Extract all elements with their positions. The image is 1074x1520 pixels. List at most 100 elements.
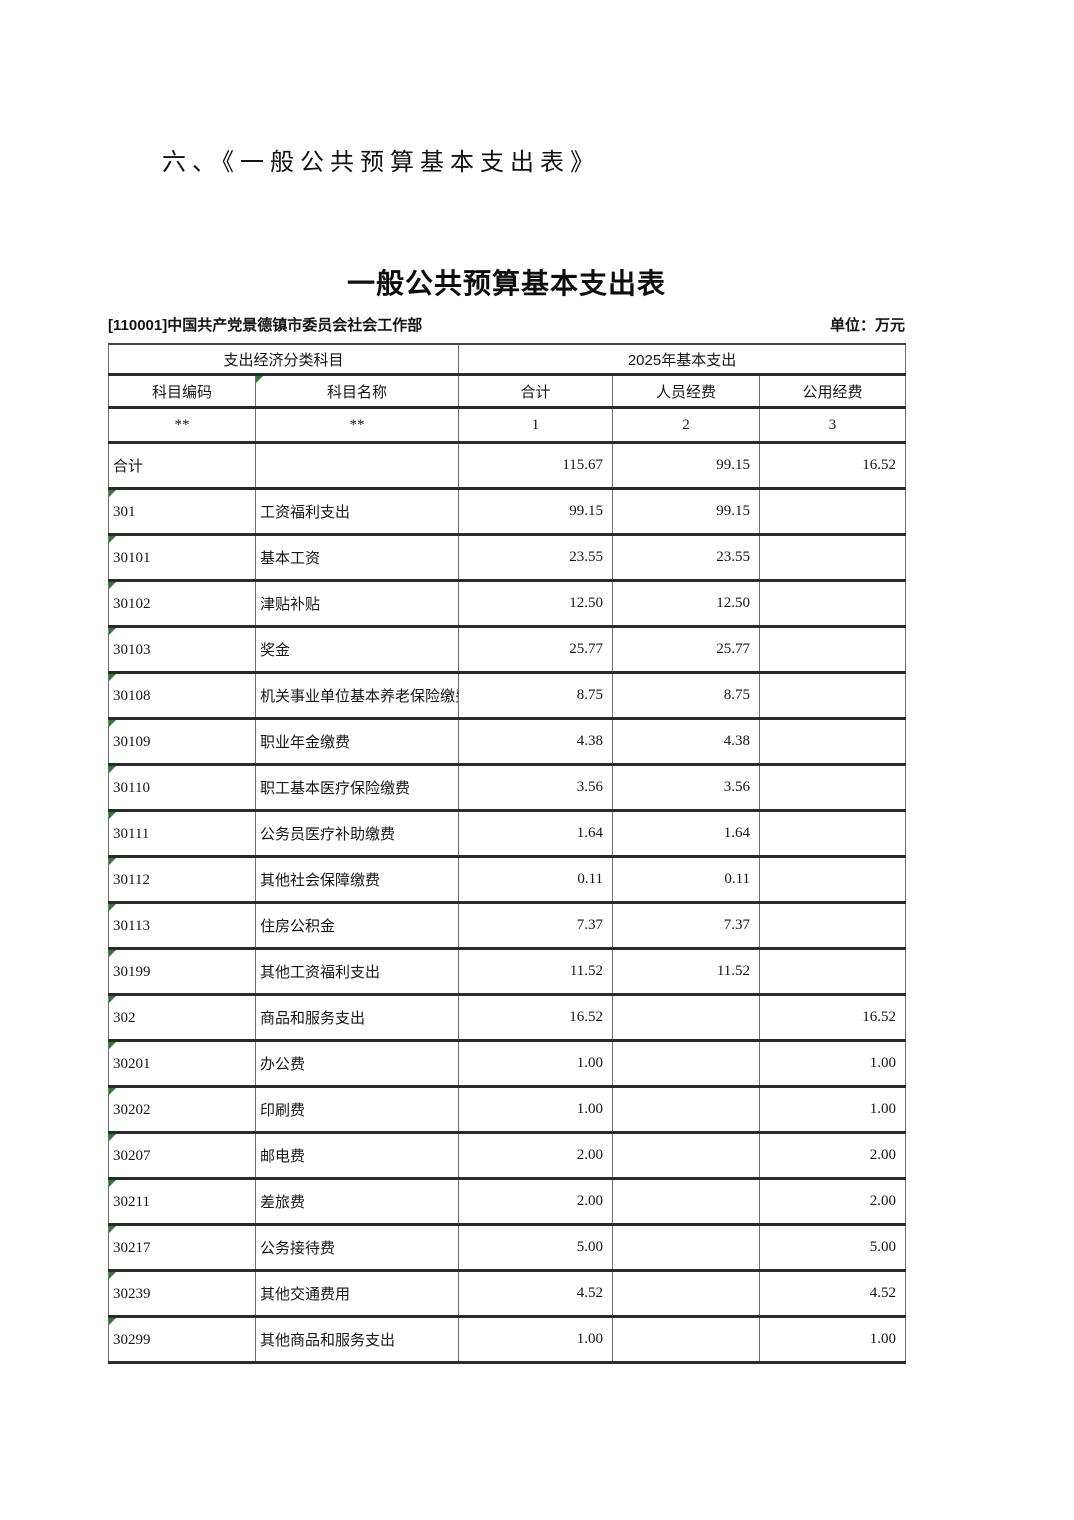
cell-subject-name: 商品和服务支出 xyxy=(254,993,460,1042)
cell-public-funds: 2.00 xyxy=(759,1131,907,1180)
cell-subject-code: 301 xyxy=(108,487,256,536)
cell-public-funds xyxy=(759,533,907,582)
cell-subject-name: 其他工资福利支出 xyxy=(254,947,460,996)
cell-personnel-funds: 99.15 xyxy=(612,487,761,536)
header-total: 合计 xyxy=(458,373,614,409)
corner-marker-icon xyxy=(109,629,116,635)
header-personnel-funds: 人员经费 xyxy=(612,373,761,409)
header-group-row: 支出经济分类科目 2025年基本支出 xyxy=(107,343,907,376)
cell-public-funds: 16.52 xyxy=(759,993,907,1042)
cell-public-funds: 5.00 xyxy=(759,1223,907,1272)
cell-subject-code: 30111 xyxy=(108,809,256,858)
cell-total: 1.00 xyxy=(458,1039,614,1088)
corner-marker-icon xyxy=(109,1319,116,1325)
cell-public-funds xyxy=(759,901,907,950)
table-row: 302 商品和服务支出 16.52 16.52 xyxy=(108,993,907,1042)
cell-subject-code: 30202 xyxy=(108,1085,256,1134)
cell-public-funds xyxy=(759,855,907,904)
cell-personnel-funds: 7.37 xyxy=(612,901,761,950)
sub-header-2: 2 xyxy=(612,406,761,444)
sub-header-name: ** xyxy=(254,406,460,444)
cell-total: 16.52 xyxy=(458,993,614,1042)
cell-subject-name: 工资福利支出 xyxy=(254,487,460,536)
cell-subject-code: 合计 xyxy=(108,441,256,490)
table-row: 30201 办公费 1.00 1.00 xyxy=(108,1039,907,1088)
cell-subject-name: 办公费 xyxy=(254,1039,460,1088)
cell-subject-name: 奖金 xyxy=(254,625,460,674)
cell-personnel-funds: 4.38 xyxy=(612,717,761,766)
table-row: 30113 住房公积金 7.37 7.37 xyxy=(108,901,907,950)
corner-marker-icon xyxy=(109,1181,116,1187)
cell-personnel-funds: 1.64 xyxy=(612,809,761,858)
cell-subject-code: 30110 xyxy=(108,763,256,812)
cell-total: 5.00 xyxy=(458,1223,614,1272)
cell-subject-code: 30101 xyxy=(108,533,256,582)
header-2025-basic-expenditure: 2025年基本支出 xyxy=(458,343,907,376)
table-row: 30111 公务员医疗补助缴费 1.64 1.64 xyxy=(108,809,907,858)
cell-subject-code: 30112 xyxy=(108,855,256,904)
cell-personnel-funds xyxy=(612,1039,761,1088)
header-subject-code: 科目编码 xyxy=(108,373,256,409)
org-name: [110001]中国共产党景德镇市委员会社会工作部 xyxy=(108,317,423,334)
table-row: 30112 其他社会保障缴费 0.11 0.11 xyxy=(108,855,907,904)
cell-public-funds xyxy=(759,671,907,720)
table-row: 30109 职业年金缴费 4.38 4.38 xyxy=(108,717,907,766)
sub-header-3: 3 xyxy=(759,406,907,444)
cell-total: 23.55 xyxy=(458,533,614,582)
table-row: 30102 津贴补贴 12.50 12.50 xyxy=(108,579,907,628)
cell-total: 1.00 xyxy=(458,1315,614,1364)
cell-personnel-funds xyxy=(612,1085,761,1134)
cell-personnel-funds xyxy=(612,1177,761,1226)
cell-subject-name: 基本工资 xyxy=(254,533,460,582)
corner-marker-icon xyxy=(109,675,116,681)
cell-total: 25.77 xyxy=(458,625,614,674)
corner-marker-icon xyxy=(109,1273,116,1279)
cell-subject-code: 30201 xyxy=(108,1039,256,1088)
sub-header-code: ** xyxy=(108,406,256,444)
table-row: 30108 机关事业单位基本养老保险缴费 8.75 8.75 xyxy=(108,671,907,720)
cell-total: 8.75 xyxy=(458,671,614,720)
cell-subject-name: 差旅费 xyxy=(254,1177,460,1226)
cell-total: 99.15 xyxy=(458,487,614,536)
header-subject-name: 科目名称 xyxy=(254,373,460,409)
cell-personnel-funds xyxy=(612,1315,761,1364)
cell-public-funds xyxy=(759,717,907,766)
table-meta-line: [110001]中国共产党景德镇市委员会社会工作部 单位：万元 xyxy=(108,314,905,335)
table-row: 30207 邮电费 2.00 2.00 xyxy=(108,1131,907,1180)
cell-personnel-funds xyxy=(612,1131,761,1180)
table-row: 30101 基本工资 23.55 23.55 xyxy=(108,533,907,582)
cell-personnel-funds: 3.56 xyxy=(612,763,761,812)
cell-subject-code: 30239 xyxy=(108,1269,256,1318)
cell-subject-code: 30217 xyxy=(108,1223,256,1272)
cell-subject-name: 职工基本医疗保险缴费 xyxy=(254,763,460,812)
cell-subject-name: 其他社会保障缴费 xyxy=(254,855,460,904)
unit-label: 单位：万元 xyxy=(829,317,905,334)
table-body: 合计 115.67 99.15 16.52 301 工资福利支出 99.15 9… xyxy=(108,441,907,1364)
cell-subject-name: 其他交通费用 xyxy=(254,1269,460,1318)
cell-subject-code: 30103 xyxy=(108,625,256,674)
cell-total: 3.56 xyxy=(458,763,614,812)
cell-public-funds: 1.00 xyxy=(759,1315,907,1364)
cell-total: 12.50 xyxy=(458,579,614,628)
cell-total: 4.52 xyxy=(458,1269,614,1318)
table-row: 合计 115.67 99.15 16.52 xyxy=(108,441,907,490)
table-row: 30202 印刷费 1.00 1.00 xyxy=(108,1085,907,1134)
cell-total: 11.52 xyxy=(458,947,614,996)
table-row: 30217 公务接待费 5.00 5.00 xyxy=(108,1223,907,1272)
cell-public-funds xyxy=(759,947,907,996)
cell-personnel-funds xyxy=(612,1269,761,1318)
corner-marker-icon xyxy=(109,813,116,819)
table-title: 一般公共预算基本支出表 xyxy=(346,269,666,300)
corner-marker-icon xyxy=(109,721,116,727)
corner-marker-icon xyxy=(109,491,116,497)
cell-public-funds xyxy=(759,625,907,674)
corner-marker-icon xyxy=(109,1135,116,1141)
cell-personnel-funds: 8.75 xyxy=(612,671,761,720)
corner-marker-icon xyxy=(109,767,116,773)
table-row: 30110 职工基本医疗保险缴费 3.56 3.56 xyxy=(108,763,907,812)
table-row: 30299 其他商品和服务支出 1.00 1.00 xyxy=(108,1315,907,1364)
cell-subject-name: 津贴补贴 xyxy=(254,579,460,628)
corner-marker-icon xyxy=(109,905,116,911)
cell-public-funds xyxy=(759,487,907,536)
